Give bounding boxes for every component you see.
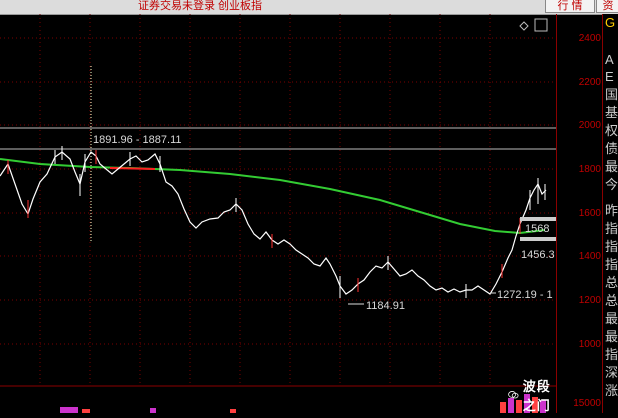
ma-line: [0, 158, 546, 235]
window-icon: [534, 18, 548, 32]
price-line: [0, 151, 547, 295]
info-panel: G A E 国 基 权 债 最 今 昨 指 指 指 总 总 最 最 指 深 涨: [602, 14, 618, 413]
info-char: 最: [605, 311, 618, 326]
watermark-text: 波段之门: [522, 379, 551, 413]
info-char: 指: [605, 239, 618, 254]
range-high-label: 1891.96 - 1887.11: [93, 134, 182, 146]
info-char: 权: [605, 123, 618, 138]
right-label-2: 1456.3: [521, 249, 555, 261]
info-char: 国: [605, 87, 618, 102]
volume-bars: [60, 394, 546, 413]
info-char: 深: [605, 365, 618, 380]
axis-label-1000: 1000: [578, 339, 601, 350]
price-chart[interactable]: 1891.96 - 1887.11 1184.91 1272.19 - 1 15…: [0, 14, 556, 413]
info-char: 最: [605, 329, 618, 344]
marker-1456: [520, 237, 556, 241]
info-char: 总: [605, 293, 618, 308]
axis-label-1800: 1800: [578, 164, 601, 175]
window-title: 证券交易未登录 创业板指: [138, 0, 263, 12]
info-char: 基: [605, 105, 618, 120]
info-char: 总: [605, 275, 618, 290]
tab-info[interactable]: 资: [596, 0, 618, 13]
marker-1568: [520, 217, 556, 221]
price-axis: 2400 2200 2000 1800 1600 1400 1200 1000 …: [556, 14, 603, 413]
volume-axis-label: 15000: [573, 398, 601, 409]
axis-label-1600: 1600: [578, 208, 601, 219]
tab-quote[interactable]: 行 情: [545, 0, 595, 13]
axis-label-1200: 1200: [578, 295, 601, 306]
wechat-icon: [508, 391, 519, 399]
info-char: 昨: [605, 203, 618, 218]
axis-label-1400: 1400: [578, 251, 601, 262]
right-label-1: 1568: [525, 223, 550, 235]
price-chart-svg: [0, 14, 556, 413]
info-char: 债: [605, 141, 618, 156]
info-char: G: [605, 15, 616, 30]
info-char: E: [605, 69, 614, 84]
axis-label-2200: 2200: [578, 77, 601, 88]
info-char: 指: [605, 221, 618, 236]
info-char: A: [605, 52, 614, 67]
diamond-icon: [519, 21, 529, 31]
ma-red-segment: [109, 167, 156, 170]
watermark: 波段之门: [508, 379, 556, 413]
info-char: 今: [605, 177, 618, 192]
info-char: 指: [605, 347, 618, 362]
info-char: 指: [605, 257, 618, 272]
info-char: 涨: [605, 383, 618, 398]
axis-label-2000: 2000: [578, 120, 601, 131]
low-label-1: 1184.91: [366, 300, 405, 312]
top-bar: 证券交易未登录 创业板指 行 情 资: [0, 0, 618, 15]
low-label-2: 1272.19 - 1: [497, 289, 553, 301]
info-char: 最: [605, 159, 618, 174]
axis-label-2400: 2400: [578, 33, 601, 44]
